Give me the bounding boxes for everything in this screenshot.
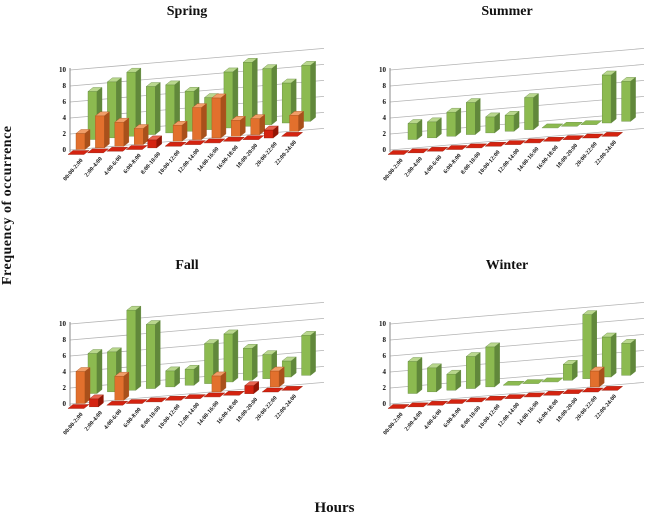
svg-text:6: 6 — [63, 98, 67, 106]
svg-text:4: 4 — [63, 114, 67, 122]
svg-text:10: 10 — [379, 66, 387, 74]
svg-text:10: 10 — [59, 66, 67, 74]
svg-text:22:00-24:00: 22:00-24:00 — [594, 394, 618, 421]
svg-text:8: 8 — [383, 82, 387, 90]
svg-text:6: 6 — [383, 352, 387, 360]
chart-title: Fall — [175, 258, 199, 273]
svg-text:6: 6 — [63, 352, 67, 360]
svg-text:6: 6 — [383, 98, 387, 106]
svg-text:00:00-2:00: 00:00-2:00 — [63, 412, 85, 437]
svg-text:00:00-2:00: 00:00-2:00 — [383, 158, 405, 183]
svg-text:4:00-6:00: 4:00-6:00 — [423, 409, 443, 431]
svg-text:0: 0 — [383, 146, 387, 154]
svg-text:0: 0 — [383, 400, 387, 408]
chart-spring: Spring 0 2 4 6 8 10 00:00-2:00 2:00-4:00 4:00-6:… — [32, 2, 342, 246]
svg-text:2:00-4:00: 2:00-4:00 — [404, 156, 424, 178]
svg-text:22:00-24:00: 22:00-24:00 — [274, 140, 298, 167]
svg-text:4: 4 — [383, 368, 387, 376]
svg-text:4:00-6:00: 4:00-6:00 — [103, 155, 123, 177]
svg-text:2:00-4:00: 2:00-4:00 — [84, 410, 104, 432]
chart-fall: Fall 0 2 4 6 8 10 00:00-2:00 2:00-4:00 4:00-6:00… — [32, 256, 342, 500]
chart-title: Spring — [166, 4, 208, 19]
svg-text:22:00-24:00: 22:00-24:00 — [274, 394, 298, 421]
svg-text:0: 0 — [63, 146, 67, 154]
svg-text:4:00-6:00: 4:00-6:00 — [103, 409, 123, 431]
svg-text:10: 10 — [379, 320, 387, 328]
svg-text:4:00-6:00: 4:00-6:00 — [423, 155, 443, 177]
svg-text:2:00-4:00: 2:00-4:00 — [404, 410, 424, 432]
svg-text:22:00-24:00: 22:00-24:00 — [594, 140, 618, 167]
svg-text:0: 0 — [63, 400, 67, 408]
y-axis-label: Frequency of occurrence — [0, 125, 15, 285]
x-axis-label: Hours — [314, 500, 355, 516]
svg-text:00:00-2:00: 00:00-2:00 — [383, 412, 405, 437]
svg-text:10: 10 — [59, 320, 67, 328]
svg-text:00:00-2:00: 00:00-2:00 — [63, 158, 85, 183]
svg-text:2: 2 — [63, 130, 67, 138]
chart-title: Summer — [481, 4, 533, 19]
svg-text:8: 8 — [383, 336, 387, 344]
svg-text:2:00-4:00: 2:00-4:00 — [84, 156, 104, 178]
svg-text:8: 8 — [63, 336, 67, 344]
svg-text:2: 2 — [63, 384, 67, 392]
chart-title: Winter — [485, 258, 529, 273]
svg-text:2: 2 — [383, 130, 387, 138]
svg-text:8: 8 — [63, 82, 67, 90]
chart-summer: Summer 0 2 4 6 8 10 00:00-2:00 2:00-4:00 4:00-6:… — [352, 2, 662, 246]
svg-text:4: 4 — [63, 368, 67, 376]
chart-winter: Winter 0 2 4 6 8 10 00:00-2:00 2:00-4:00 4:00-6:… — [352, 256, 662, 500]
svg-text:4: 4 — [383, 114, 387, 122]
svg-text:2: 2 — [383, 384, 387, 392]
